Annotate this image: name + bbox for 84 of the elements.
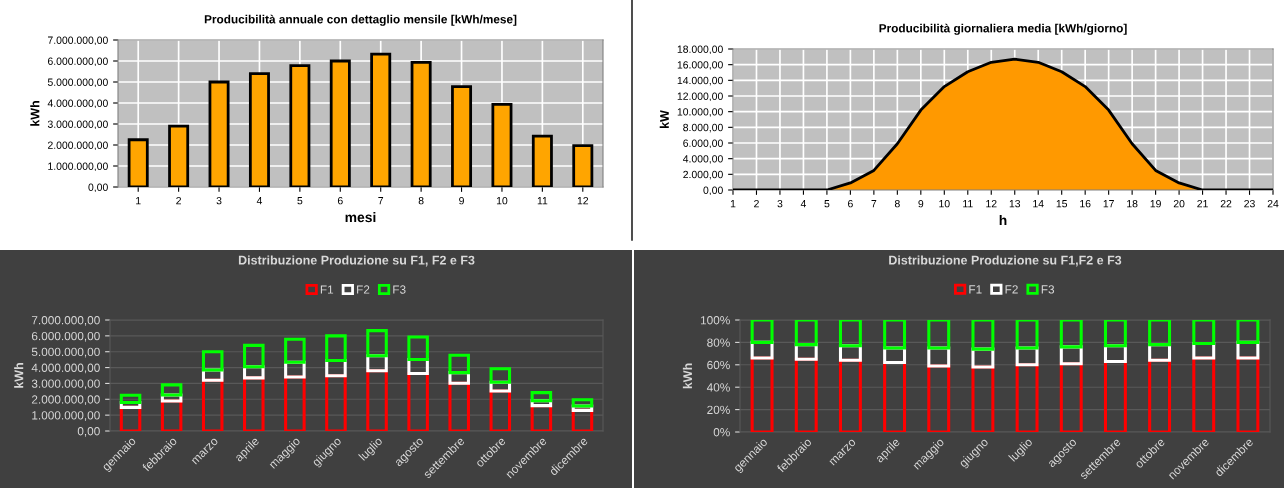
legend-label: F3 [1041, 285, 1055, 294]
y-tick-label: 80% [707, 338, 730, 347]
x-axis-title: h [999, 214, 1007, 226]
y-tick-label: 4.000.000,00 [47, 99, 108, 109]
x-tick-label: 11 [537, 197, 548, 205]
x-tick-label: 12 [577, 197, 589, 205]
y-tick-label: 1.000.000,00 [48, 162, 108, 172]
y-axis-title: kWh [30, 101, 40, 126]
y-tick-label: 5.000.000,00 [31, 347, 100, 358]
chart-title: Distribuzione Produzione su F1,F2 e F3 [889, 255, 1122, 267]
y-tick-label: 16.000,00 [677, 61, 723, 70]
y-tick-label: 18.000,00 [677, 45, 723, 55]
y-tick-label: 2.000.000,00 [47, 141, 108, 151]
y-tick-label: 100% [700, 316, 730, 325]
x-tick-label: 6 [337, 197, 343, 205]
y-tick-label: 5.000.000,00 [47, 78, 108, 88]
y-tick-label: 6.000,00 [683, 139, 723, 149]
legend-label: F2 [357, 285, 370, 294]
y-tick-label: 3.000.000,00 [31, 379, 100, 390]
x-tick-label: 22 [1220, 200, 1232, 208]
x-tick-label: 20 [1173, 200, 1185, 208]
x-tick-label: 11 [963, 200, 973, 208]
x-tick-label: 12 [986, 200, 997, 208]
y-tick-label: 14.000,00 [677, 76, 723, 86]
y-axis-title: kWh [682, 363, 692, 389]
y-tick-label: 4.000,00 [682, 155, 723, 164]
x-tick-label: 10 [496, 197, 508, 205]
x-tick-label: 3 [777, 200, 783, 208]
x-tick-label: 6 [848, 200, 853, 208]
x-tick-label: 5 [824, 200, 830, 208]
x-tick-label: 5 [297, 197, 303, 205]
x-tick-label: 17 [1103, 200, 1114, 208]
x-tick-label: 8 [894, 200, 900, 208]
chart-title: Distribuzione Produzione su F1, F2 e F3 [238, 255, 475, 267]
x-tick-label: 7 [871, 200, 877, 208]
x-tick-label: 16 [1080, 200, 1091, 208]
x-tick-label: 15 [1056, 200, 1068, 208]
y-tick-label: 2.000,00 [683, 170, 723, 180]
y-tick-label: 10.000,00 [677, 108, 723, 117]
y-tick-label: 0,00 [77, 427, 100, 437]
x-tick-label: 2 [754, 200, 759, 208]
y-tick-label: 6.000.000,00 [47, 57, 108, 67]
legend-label: F1 [320, 285, 334, 294]
x-tick-label: 18 [1127, 200, 1138, 208]
y-tick-label: 6.000.000,00 [31, 331, 100, 342]
x-tick-label: 7 [378, 197, 384, 205]
x-tick-label: 4 [800, 200, 807, 208]
x-tick-label: 9 [918, 200, 924, 208]
x-tick-label: 1 [136, 197, 141, 205]
x-tick-label: 4 [256, 197, 263, 205]
y-tick-label: 2.000.000,00 [31, 395, 100, 406]
x-tick-label: 19 [1150, 200, 1161, 208]
y-tick-label: 3.000.000,00 [47, 120, 108, 130]
x-tick-label: 23 [1244, 200, 1255, 208]
x-tick-label: 2 [176, 197, 181, 205]
x-axis-title: mesi [345, 211, 376, 223]
y-tick-label: 1.000.000,00 [32, 411, 100, 421]
x-tick-label: 3 [216, 197, 222, 205]
x-tick-label: 9 [459, 197, 464, 205]
legend-label: F3 [393, 285, 406, 294]
y-tick-label: 0% [713, 428, 730, 437]
legend-label: F2 [1005, 285, 1018, 294]
y-tick-label: 0,00 [88, 183, 108, 193]
y-tick-label: 40% [706, 383, 730, 392]
y-axis-title: kWh [14, 363, 24, 388]
chart-title: Producibilità annuale con dettaglio mensile [kWh/mese] [204, 14, 517, 26]
y-axis-title: kW [659, 110, 669, 128]
y-tick-label: 20% [707, 405, 730, 414]
y-tick-label: 7.000.000,00 [48, 36, 108, 46]
x-tick-label: 21 [1197, 200, 1208, 208]
x-tick-label: 1 [730, 200, 736, 208]
chart-title: Producibilità giornaliera media [kWh/giorno] [879, 23, 1127, 35]
y-tick-label: 8.000,00 [683, 123, 723, 133]
y-tick-label: 60% [707, 360, 730, 370]
y-tick-label: 4.000.000,00 [31, 363, 100, 374]
y-tick-label: 7.000.000,00 [31, 316, 100, 326]
x-tick-label: 10 [939, 200, 950, 208]
x-tick-label: 24 [1267, 200, 1279, 208]
x-tick-label: 8 [418, 197, 424, 205]
x-tick-label: 13 [1009, 200, 1021, 208]
legend-label: F1 [969, 285, 982, 294]
x-tick-label: 14 [1033, 200, 1044, 208]
y-tick-label: 0,00 [703, 186, 723, 196]
y-tick-label: 12.000,00 [677, 92, 723, 102]
